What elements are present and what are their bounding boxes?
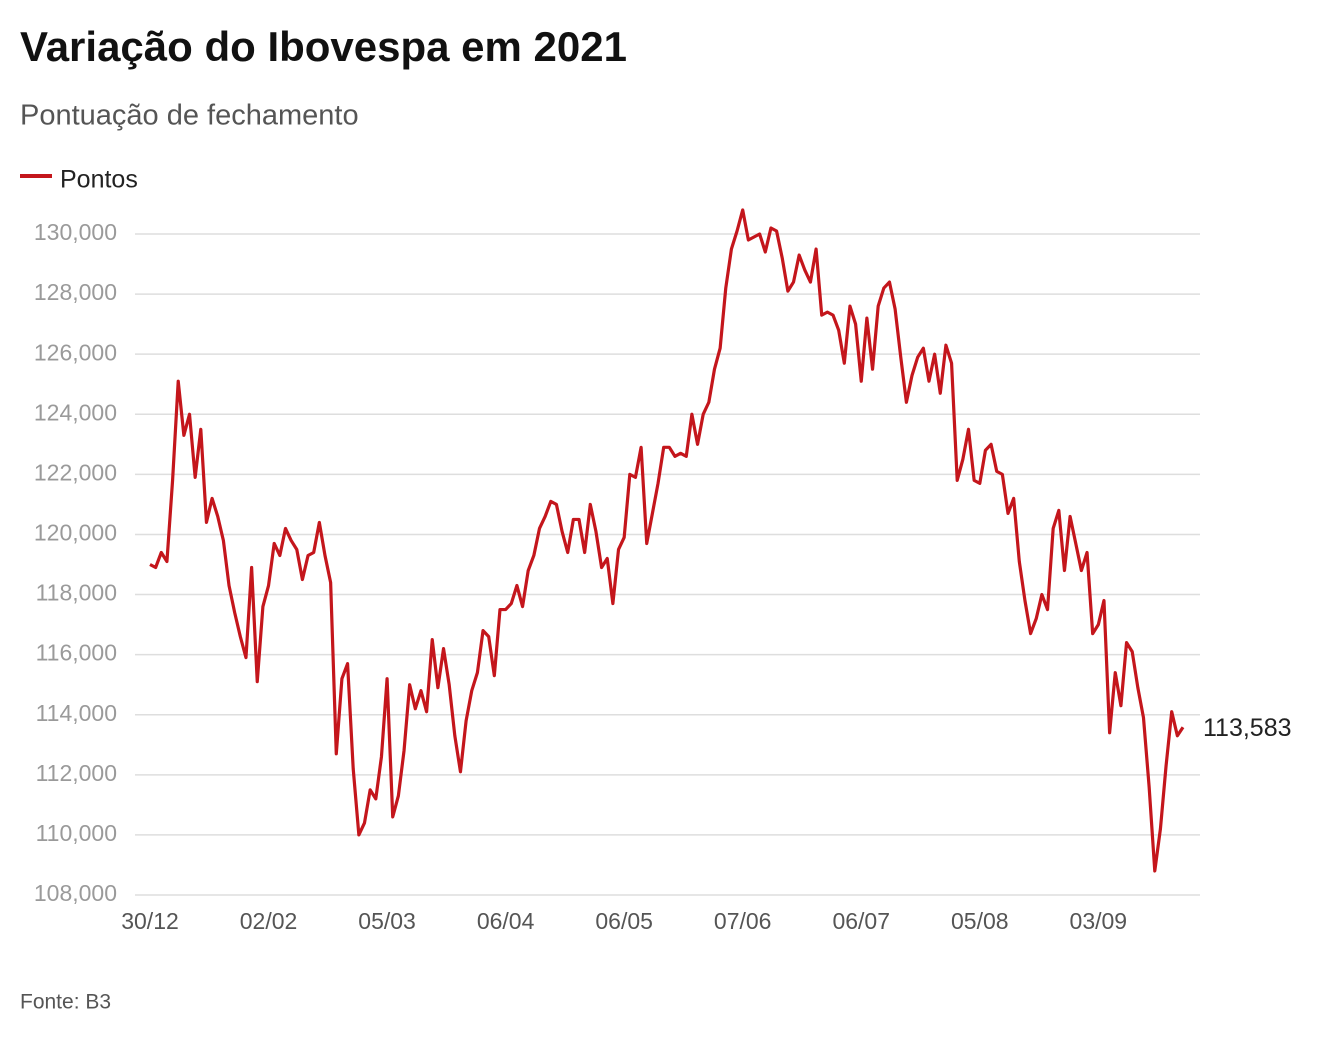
chart-subtitle: Pontuação de fechamento <box>20 100 359 132</box>
y-tick-label: 122,000 <box>34 459 117 485</box>
series-line <box>149 208 1185 873</box>
x-tick-label: 06/07 <box>832 908 890 934</box>
x-tick-label: 30/12 <box>121 908 179 934</box>
y-tick-label: 108,000 <box>34 880 117 906</box>
x-tick-label: 03/09 <box>1070 908 1128 934</box>
x-tick-label: 06/04 <box>477 908 535 934</box>
y-tick-label: 114,000 <box>36 700 117 726</box>
x-tick-label: 05/08 <box>951 908 1009 934</box>
value-label: 113,583 <box>1203 714 1292 742</box>
x-tick-label: 07/06 <box>714 908 772 934</box>
y-tick-label: 128,000 <box>34 279 117 305</box>
y-tick-label: 118,000 <box>36 580 117 606</box>
legend-label: Pontos <box>60 166 138 194</box>
y-tick-label: 120,000 <box>34 520 117 546</box>
x-tick-label: 06/05 <box>595 908 653 934</box>
y-tick-label: 116,000 <box>36 640 117 666</box>
y-tick-label: 110,000 <box>36 820 117 846</box>
chart-title: Variação do Ibovespa em 2021 <box>20 23 627 70</box>
y-tick-label: 130,000 <box>34 219 117 245</box>
legend: Pontos <box>20 166 138 194</box>
y-tick-label: 112,000 <box>36 760 117 786</box>
y-tick-label: 124,000 <box>34 399 117 425</box>
y-tick-label: 126,000 <box>34 339 117 365</box>
source: Fonte: B3 <box>20 991 111 1014</box>
x-tick-label: 02/02 <box>240 908 298 934</box>
x-tick-label: 05/03 <box>358 908 416 934</box>
